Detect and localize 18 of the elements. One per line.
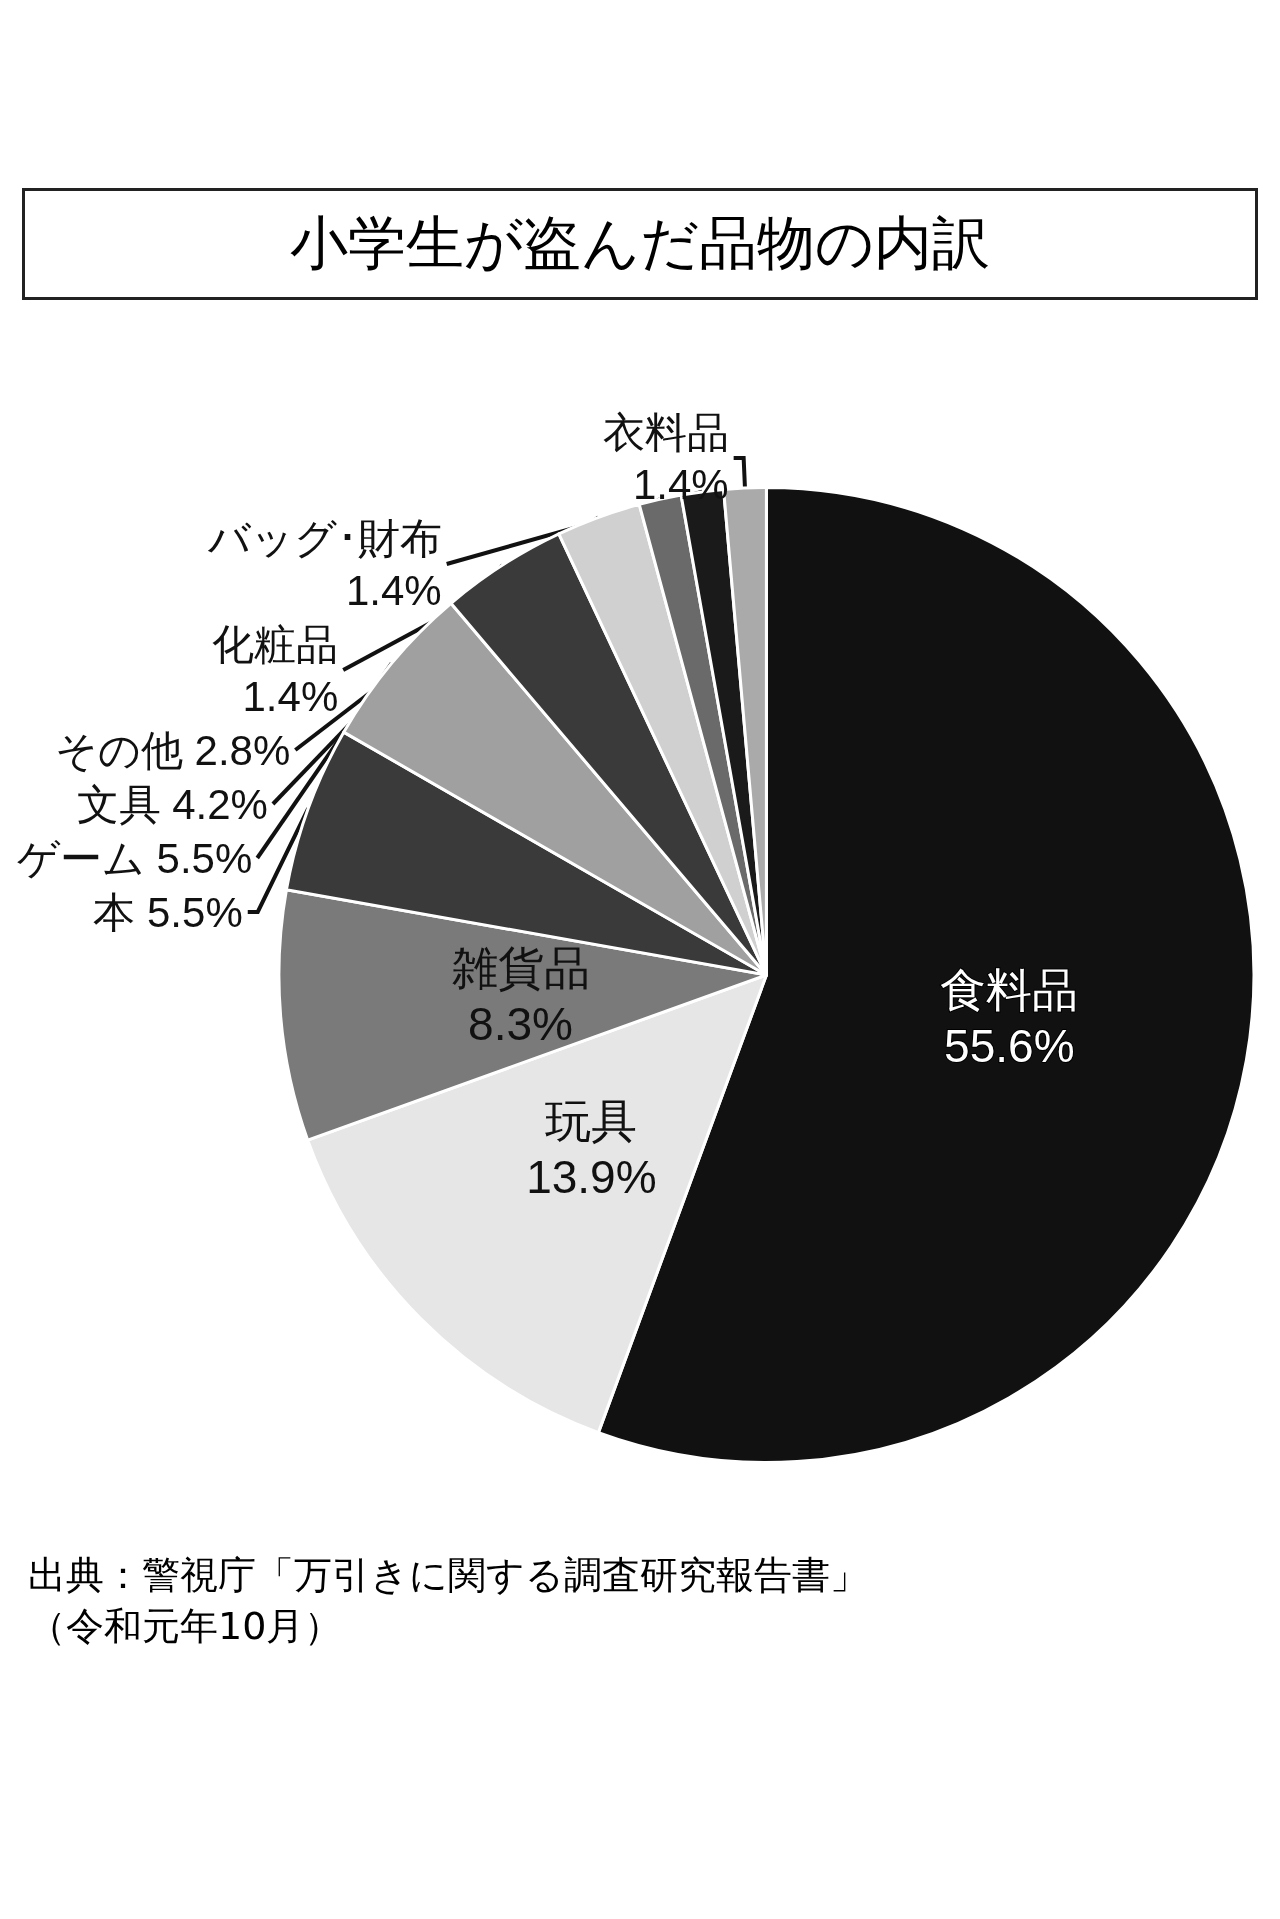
chart-title: 小学生が盗んだ品物の内訳 xyxy=(22,188,1258,300)
data-label: 8.3% xyxy=(468,997,573,1050)
data-label: 1.4% xyxy=(242,672,339,720)
source-note: 出典：警視庁「万引きに関する調査研究報告書」（令和元年10月） xyxy=(28,1552,869,1650)
data-label: 1.4% xyxy=(345,566,442,614)
slice-label: 本 5.5% xyxy=(93,888,243,936)
data-label: 1.4% xyxy=(632,460,729,508)
slice-label: ゲーム 5.5% xyxy=(16,834,253,882)
slice-label: 玩具 xyxy=(545,1094,638,1147)
slice-label: 化粧品 xyxy=(212,620,339,668)
data-label: 13.9% xyxy=(526,1150,657,1203)
slice-label: 衣料品 xyxy=(602,408,729,456)
slice-label: 食料品 xyxy=(940,964,1079,1017)
slice-label: 雑貨品 xyxy=(451,941,590,994)
data-label: 55.6% xyxy=(944,1020,1075,1073)
slice-label: 文具 4.2% xyxy=(76,780,268,828)
slice-label: バッグ･財布 xyxy=(206,514,442,562)
slice-label: その他 2.8% xyxy=(54,726,291,774)
